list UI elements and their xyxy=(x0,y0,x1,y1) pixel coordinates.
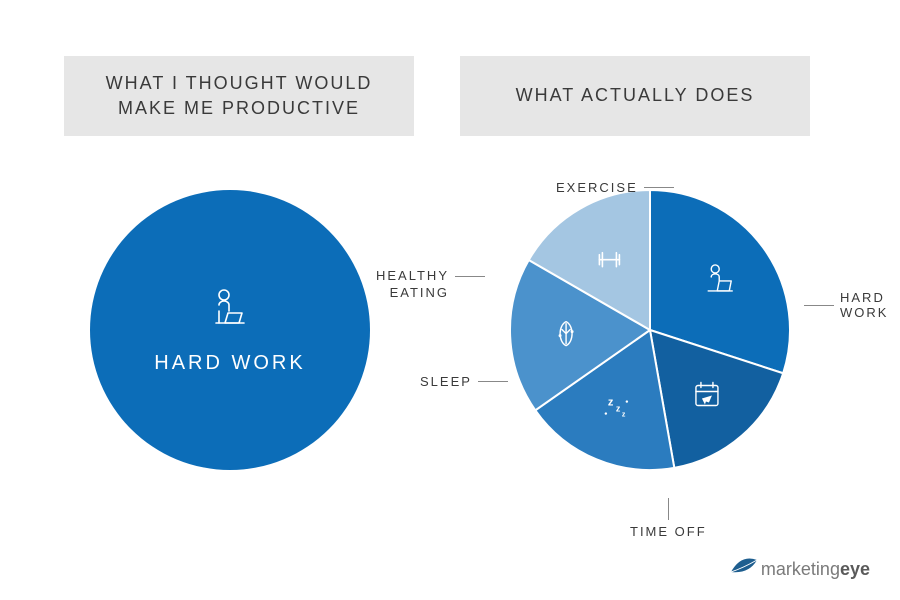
label-healthy: HEALTHYEATING xyxy=(376,268,449,302)
leader-line xyxy=(478,381,508,382)
right-title-box: WHAT ACTUALLY DOES xyxy=(460,56,810,136)
leader-line xyxy=(455,276,485,277)
label-time-off: TIME OFF xyxy=(630,524,707,539)
label-hard-work: HARDWORK xyxy=(840,290,888,320)
svg-text:z: z xyxy=(622,412,626,419)
leaf-icon xyxy=(727,552,761,580)
label-sleep: SLEEP xyxy=(420,374,472,389)
left-circle-label: HARD WORK xyxy=(154,352,305,375)
right-title: WHAT ACTUALLY DOES xyxy=(516,83,755,108)
brand-text-light: marketing xyxy=(761,559,840,579)
left-big-circle: HARD WORK xyxy=(90,190,370,470)
left-title: WHAT I THOUGHT WOULD MAKE ME PRODUCTIVE xyxy=(84,71,394,121)
brand-logo: marketingeye xyxy=(727,552,870,580)
brand-text-bold: eye xyxy=(840,559,870,579)
callout-hard-work: HARDWORK xyxy=(798,290,888,320)
callout-sleep: SLEEP xyxy=(420,374,514,389)
svg-text:z: z xyxy=(608,397,614,409)
left-panel: WHAT I THOUGHT WOULD MAKE ME PRODUCTIVE xyxy=(64,56,414,136)
callout-exercise: EXERCISE xyxy=(556,180,680,195)
leader-line xyxy=(804,305,834,306)
pie-chart: zzz xyxy=(510,190,790,470)
brand-text: marketingeye xyxy=(761,559,870,580)
person-laptop-icon xyxy=(206,285,254,338)
leader-line xyxy=(668,498,669,520)
label-exercise: EXERCISE xyxy=(556,180,638,195)
callout-healthy: HEALTHYEATING xyxy=(376,268,491,302)
svg-text:z: z xyxy=(616,404,621,414)
right-panel: WHAT ACTUALLY DOES xyxy=(460,56,810,136)
leader-line xyxy=(644,187,674,188)
left-title-box: WHAT I THOUGHT WOULD MAKE ME PRODUCTIVE xyxy=(64,56,414,136)
callout-time-off: TIME OFF xyxy=(630,498,707,539)
